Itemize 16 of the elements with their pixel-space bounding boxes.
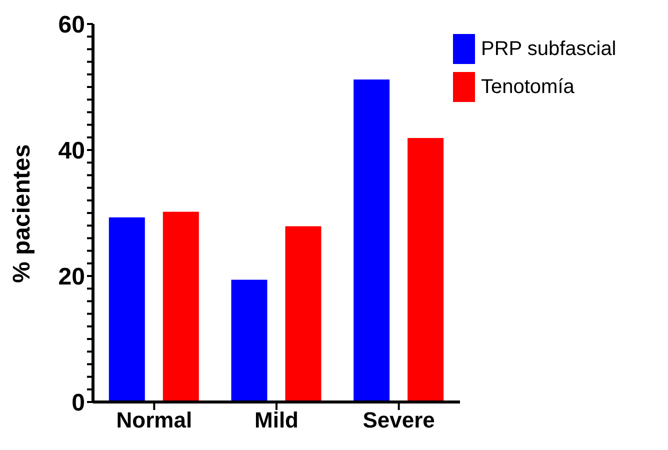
y-tick-label: 60 xyxy=(58,12,85,39)
bar xyxy=(354,79,390,402)
bar xyxy=(231,280,268,402)
x-tick-label: Mild xyxy=(254,408,298,433)
y-tick-label: 20 xyxy=(58,264,85,291)
bar xyxy=(408,138,444,402)
bar xyxy=(108,217,145,402)
x-tick-label: Normal xyxy=(116,408,192,433)
y-axis-title: % pacientes xyxy=(8,144,36,283)
legend-label: Tenotomía xyxy=(481,76,574,98)
x-tick-label: Severe xyxy=(362,408,435,433)
legend-label: PRP subfascial xyxy=(481,38,616,60)
y-tick-label: 40 xyxy=(58,138,85,165)
bar xyxy=(285,226,322,402)
y-tick-label: 0 xyxy=(72,390,85,417)
bar xyxy=(162,212,199,402)
